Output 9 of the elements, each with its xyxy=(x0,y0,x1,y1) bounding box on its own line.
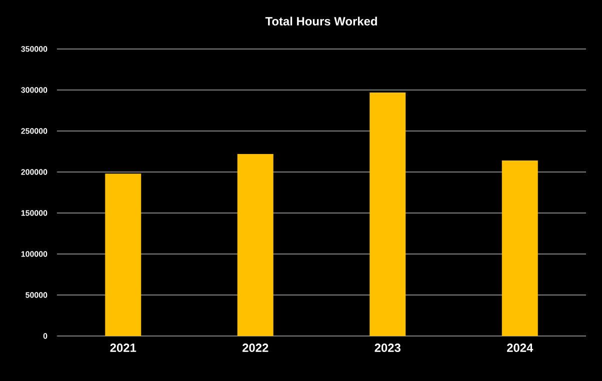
x-tick-label: 2023 xyxy=(374,344,400,352)
chart-title: Total Hours Worked xyxy=(265,16,377,26)
x-tick-label: 2022 xyxy=(242,344,268,352)
bar xyxy=(370,92,406,336)
bar xyxy=(237,154,274,336)
bar xyxy=(105,174,142,336)
x-tick-label: 2024 xyxy=(507,344,534,352)
bar xyxy=(502,160,538,336)
x-tick-label: 2021 xyxy=(110,344,136,352)
